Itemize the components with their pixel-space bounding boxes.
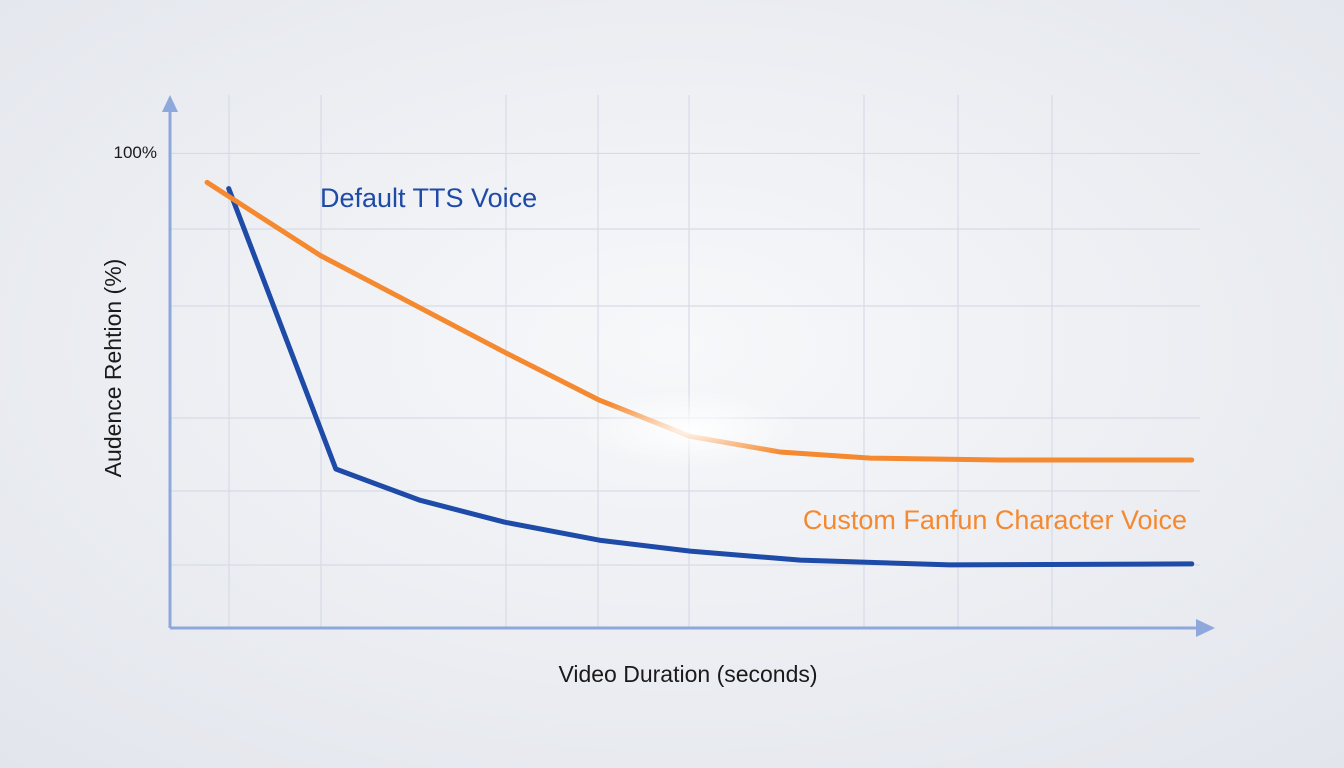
y-axis-label: Audence Rehtion (%) [100,259,126,478]
y-tick-label: 100% [114,143,157,162]
series-label: Custom Fanfun Character Voice [803,505,1187,535]
series-label: Default TTS Voice [320,183,537,213]
axes [162,95,1215,637]
x-axis-label: Video Duration (seconds) [558,661,817,687]
line [226,186,1195,568]
glow [580,390,800,470]
